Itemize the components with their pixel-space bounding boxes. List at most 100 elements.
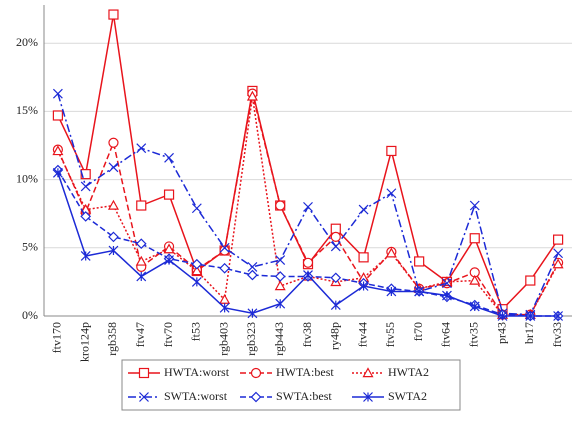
data-point	[80, 169, 91, 180]
x-tick-label: ry48p	[328, 322, 342, 350]
data-point	[80, 181, 91, 192]
data-point	[135, 238, 147, 250]
legend-marker	[363, 392, 373, 402]
series-line	[57, 96, 559, 316]
data-point	[191, 276, 202, 287]
data-point	[274, 271, 286, 282]
data-point	[330, 241, 341, 252]
x-tick-label: ftv55	[383, 322, 397, 347]
data-point	[247, 269, 258, 281]
legend-box	[121, 359, 461, 411]
data-point	[52, 145, 64, 156]
series-line	[57, 169, 559, 317]
data-point	[136, 200, 147, 211]
data-point	[302, 257, 314, 268]
y-tick-label: 20%	[16, 35, 38, 49]
data-point	[107, 199, 119, 210]
data-point	[303, 201, 313, 212]
data-point	[191, 265, 203, 276]
data-point	[414, 256, 425, 267]
data-point	[553, 311, 564, 321]
data-point	[358, 204, 369, 215]
data-point	[247, 261, 258, 272]
y-tick-label: 15%	[16, 103, 38, 117]
data-point	[219, 302, 230, 313]
data-point	[330, 231, 341, 242]
x-tick-label: ft53	[189, 322, 203, 341]
x-tick-label: ftv38	[300, 322, 314, 347]
data-point	[552, 258, 564, 269]
data-point	[247, 308, 258, 319]
data-point	[303, 270, 313, 281]
data-point	[358, 252, 369, 263]
legend-label: HWTA:best	[276, 365, 334, 379]
x-tick-label: ftv35	[466, 322, 480, 347]
data-point	[358, 281, 369, 291]
data-point	[136, 271, 147, 282]
data-point	[525, 275, 536, 286]
legend-marker	[250, 391, 262, 403]
data-point	[219, 262, 230, 274]
data-point	[108, 137, 119, 148]
data-point	[330, 300, 341, 311]
data-point	[497, 311, 508, 321]
data-point	[275, 298, 286, 309]
data-point	[52, 110, 63, 121]
data-point	[469, 200, 480, 211]
legend-label: SWTA:best	[276, 389, 332, 403]
x-tick-label: ftv64	[439, 322, 453, 347]
legend-label: SWTA:worst	[164, 389, 228, 403]
legend-label: HWTA:worst	[164, 365, 230, 379]
data-point	[553, 234, 564, 245]
data-point	[553, 248, 564, 259]
data-point	[136, 143, 147, 154]
data-point	[525, 311, 536, 321]
y-tick-label: 5%	[22, 240, 38, 254]
x-tick-label: rgb443	[272, 322, 286, 356]
data-point	[275, 255, 286, 265]
x-tick-label: ftv70	[161, 322, 175, 347]
data-point	[219, 242, 230, 253]
data-point	[164, 255, 174, 265]
data-point	[80, 251, 91, 261]
x-tick-label: rgb323	[244, 322, 258, 356]
data-point	[135, 255, 147, 266]
x-tick-label: ftv170	[50, 322, 64, 353]
y-tick-label: 0%	[22, 308, 38, 322]
data-point	[469, 233, 480, 244]
legend-marker	[250, 367, 262, 379]
data-point	[52, 88, 63, 99]
x-tick-label: rgb403	[216, 322, 230, 356]
data-point	[191, 258, 203, 270]
data-point	[442, 290, 452, 301]
x-tick-label: pr43	[494, 322, 508, 344]
x-tick-label: ftv47	[133, 322, 147, 347]
data-point	[108, 162, 119, 173]
data-point	[274, 280, 286, 291]
data-point	[80, 211, 92, 222]
x-tick-label: br17	[522, 322, 536, 344]
data-point	[191, 203, 202, 214]
data-point	[108, 231, 119, 243]
data-point	[386, 286, 397, 297]
data-point	[385, 247, 397, 258]
legend-marker	[138, 367, 150, 379]
x-tick-label: kro124p	[77, 322, 91, 362]
legend-marker	[139, 392, 149, 402]
data-point	[414, 286, 425, 297]
data-point	[386, 188, 397, 199]
data-point	[163, 189, 175, 200]
data-point	[275, 200, 286, 211]
data-point	[52, 167, 63, 178]
legend-label: SWTA2	[388, 389, 427, 403]
data-point	[108, 9, 119, 20]
x-tick-label: ftv44	[355, 322, 369, 347]
data-point	[442, 278, 452, 289]
legend-label: HWTA2	[388, 365, 429, 379]
data-point	[163, 243, 175, 254]
data-point	[330, 272, 342, 284]
data-point	[469, 301, 480, 312]
x-tick-label: ft70	[411, 322, 425, 341]
